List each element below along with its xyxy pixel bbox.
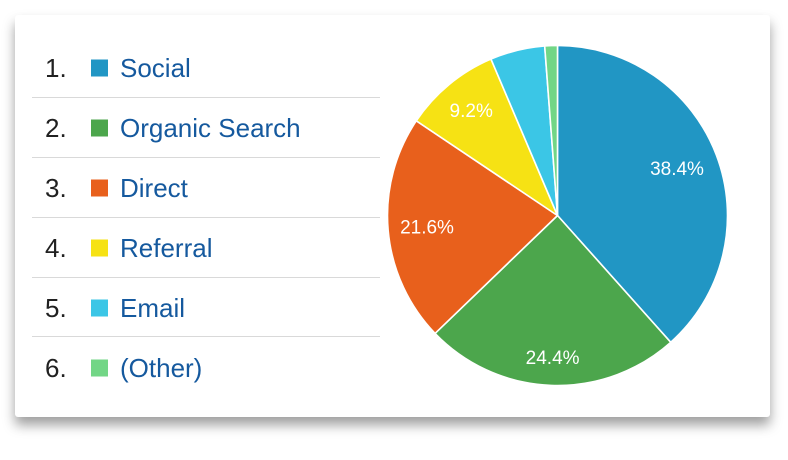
svg-text:9.2%: 9.2% — [450, 101, 493, 122]
svg-text:21.6%: 21.6% — [400, 218, 454, 239]
svg-text:24.4%: 24.4% — [526, 348, 580, 369]
svg-text:38.4%: 38.4% — [650, 159, 704, 180]
